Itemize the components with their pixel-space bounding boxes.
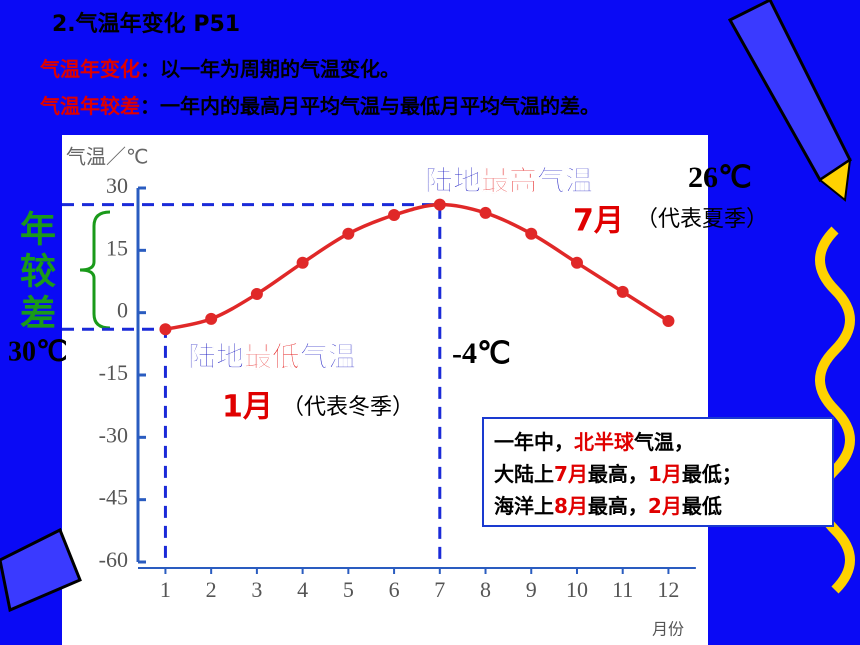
data-point [662, 314, 675, 327]
note-part: 8月 [554, 494, 588, 518]
x-tick-label: 4 [297, 577, 308, 602]
label-part: 气温 [536, 164, 593, 197]
high-label: 陆地最高气温 [425, 164, 593, 197]
data-point [205, 312, 218, 325]
definition-text: ：以一年为周期的气温变化。 [140, 57, 400, 81]
x-tick-label: 12 [657, 577, 679, 602]
data-point [433, 198, 446, 211]
x-tick-label: 9 [526, 577, 537, 602]
note-line: 一年中，北半球气温， [494, 430, 694, 454]
note-part: 7月 [554, 462, 588, 486]
note-part: 海洋上 [494, 494, 554, 518]
y-tick-label: -45 [99, 485, 128, 510]
y-tick-label: 0 [117, 298, 128, 323]
range-value: 30℃ [8, 336, 67, 367]
low-label: 陆地最低气温 [188, 340, 356, 373]
x-tick-label: 11 [612, 577, 633, 602]
x-tick-label: 3 [251, 577, 262, 602]
note-part: 1月 [648, 462, 682, 486]
y-tick-label: -15 [99, 360, 128, 385]
definition: 气温年变化：以一年为周期的气温变化。 [39, 57, 400, 81]
data-point [616, 285, 629, 298]
chart-panel [62, 135, 708, 645]
data-point [570, 256, 583, 269]
high-season: （代表夏季） [636, 207, 768, 232]
note-line: 大陆上7月最高，1月最低； [494, 462, 742, 486]
data-point [525, 227, 538, 240]
term: 气温年较差 [39, 94, 140, 118]
note-line: 海洋上8月最高，2月最低 [494, 494, 722, 518]
note-part: 一年中， [494, 430, 574, 454]
note-part: 气温， [633, 430, 694, 454]
bracket [79, 210, 111, 330]
note-part: 2月 [648, 494, 682, 518]
term: 气温年变化 [39, 57, 140, 81]
high-value: 26℃ [688, 161, 752, 194]
note-part: 最高， [588, 462, 648, 486]
pen-decoration [0, 0, 855, 613]
x-tick-label: 8 [480, 577, 491, 602]
label-part: 陆地 [188, 340, 244, 373]
note-part: 最低 [682, 494, 722, 518]
label-part: 最低 [244, 340, 300, 373]
x-axis-label: 月份 [652, 620, 684, 639]
y-tick-label: 15 [106, 235, 128, 260]
data-point [479, 206, 492, 219]
x-tick-label: 7 [434, 577, 445, 602]
high-month: 7月 [573, 204, 624, 239]
note-part: 北半球 [574, 430, 635, 454]
data-point [159, 323, 172, 336]
low-season: （代表冬季） [282, 395, 414, 420]
data-point [250, 287, 263, 300]
data-point [388, 209, 401, 222]
high-guide [62, 203, 442, 562]
label-part: 陆地 [425, 164, 481, 197]
range-label: 年较差 [14, 210, 56, 336]
y-tick-label: -30 [99, 422, 128, 447]
note-part: 最高， [588, 494, 648, 518]
y-tick-label: 30 [106, 173, 128, 198]
data-point [342, 227, 355, 240]
low-value: -4℃ [452, 337, 511, 370]
title: 2.气温年变化 P51 [52, 11, 240, 37]
low-month: 1月 [222, 390, 273, 425]
data-point [296, 256, 309, 269]
x-tick-label: 1 [160, 577, 171, 602]
label-part: 气温 [299, 340, 356, 373]
y-axis-label: 气温／℃ [66, 145, 148, 169]
note: 一年中，北半球气温， 大陆上7月最高，1月最低； 海洋上8月最高，2月最低 [494, 430, 742, 518]
label-part: 最高 [481, 164, 537, 197]
x-tick-label: 2 [206, 577, 217, 602]
x-tick-label: 10 [566, 577, 588, 602]
definition-text: ：一年内的最高月平均气温与最低月平均气温的差。 [140, 94, 600, 118]
definition: 气温年较差：一年内的最高月平均气温与最低月平均气温的差。 [39, 94, 600, 118]
y-tick-label: -60 [99, 547, 128, 572]
x-tick-label: 5 [343, 577, 354, 602]
note-part: 大陆上 [494, 462, 554, 486]
note-box [482, 417, 834, 527]
x-tick-label: 6 [389, 577, 400, 602]
note-part: 最低； [682, 462, 742, 486]
